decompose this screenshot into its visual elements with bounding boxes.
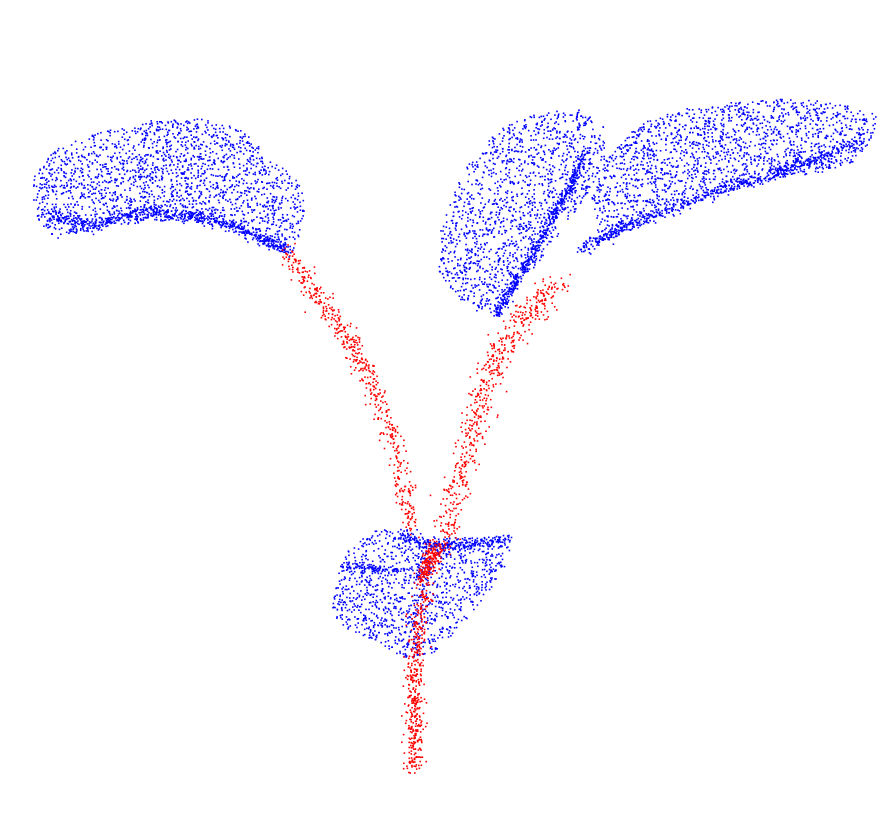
right-outer-leaf bbox=[576, 98, 877, 255]
left-petiole bbox=[281, 242, 420, 539]
lower-leaf-cluster bbox=[332, 528, 513, 658]
main-stem bbox=[401, 539, 447, 774]
left-leaf bbox=[33, 118, 305, 258]
right-petiole bbox=[429, 273, 571, 556]
right-inner-leaf bbox=[438, 109, 608, 317]
